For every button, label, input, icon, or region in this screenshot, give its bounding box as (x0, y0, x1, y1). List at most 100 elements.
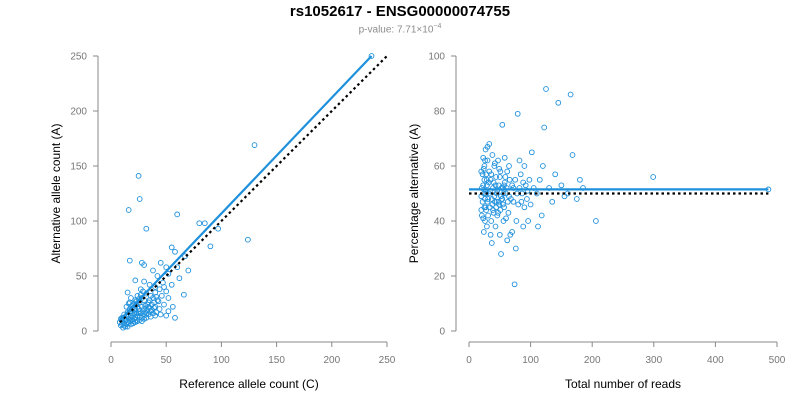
right-data-point (480, 182, 487, 189)
right-data-point (569, 152, 576, 158)
left-data-point (141, 316, 147, 322)
right-data-point (484, 143, 491, 150)
right-data-point (492, 160, 498, 167)
left-data-point (251, 142, 258, 148)
right-x-tick-label: 0 (466, 355, 472, 366)
left-data-point (172, 248, 178, 255)
left-x-tick-label: 150 (268, 355, 285, 366)
right-data-point (527, 201, 534, 208)
right-data-point (567, 91, 574, 98)
left-data-point (172, 314, 178, 321)
right-data-point (502, 174, 509, 180)
left-data-point (141, 278, 147, 285)
right-data-point (540, 163, 546, 169)
right-x-tick-label: 300 (645, 355, 662, 366)
right-data-point (509, 229, 515, 235)
right-data-point (511, 281, 518, 288)
right-data-point (525, 218, 531, 224)
left-data-point (124, 323, 131, 330)
right-data-point (499, 121, 506, 128)
left-data-point (154, 273, 161, 279)
right-data-point (487, 231, 494, 238)
right-data-point (490, 207, 496, 213)
left-data-point (207, 243, 214, 250)
left-data-point (157, 311, 164, 318)
right-data-point (526, 176, 533, 183)
right-y-tick-label: 20 (434, 272, 446, 283)
right-x-axis-title: Total number of reads (565, 377, 681, 391)
right-data-point (494, 212, 501, 219)
right-data-point (484, 223, 490, 230)
right-y-tick-label: 40 (434, 217, 446, 228)
left-x-tick-label: 200 (323, 355, 340, 366)
right-x-tick-label: 400 (707, 355, 724, 366)
right-data-point (485, 196, 491, 202)
left-data-point (181, 291, 187, 298)
p-value-exponent: −4 (433, 23, 442, 30)
left-data-point (125, 207, 132, 213)
left-data-point (168, 281, 175, 288)
left-data-point (368, 53, 375, 59)
right-data-point (518, 198, 525, 205)
right-data-point (516, 157, 523, 164)
right-data-point (493, 198, 500, 205)
left-data-point (165, 270, 172, 277)
right-data-point (481, 163, 488, 169)
right-data-point (495, 198, 502, 205)
left-y-tick-label: 50 (76, 272, 88, 283)
right-data-point (484, 182, 490, 189)
right-data-point (541, 124, 548, 131)
left-data-point (152, 312, 159, 319)
right-data-point (524, 196, 530, 202)
right-data-point (483, 190, 490, 197)
left-x-tick-label: 50 (161, 355, 173, 366)
right-data-point (538, 212, 545, 219)
left-y-tick-label: 200 (70, 107, 87, 118)
right-data-point (506, 163, 512, 169)
right-data-point (478, 207, 485, 213)
p-value-text: p-value: 7.71×10 (358, 24, 434, 36)
right-data-point (512, 245, 519, 252)
left-data-point (201, 220, 208, 227)
left-data-point (153, 294, 160, 300)
right-data-point (517, 171, 524, 178)
right-data-point (484, 157, 491, 164)
left-data-point (141, 262, 147, 268)
left-data-point (155, 298, 162, 305)
right-data-point (504, 198, 511, 205)
right-data-point (486, 141, 493, 147)
left-y-tick-label: 250 (70, 52, 87, 63)
left-data-point (176, 275, 183, 282)
right-y-tick-label: 60 (434, 162, 446, 173)
left-y-tick-label: 100 (70, 217, 87, 228)
right-data-point (497, 207, 504, 213)
left-x-axis-title: Reference allele count (C) (179, 377, 318, 391)
right-data-point (512, 176, 519, 183)
right-x-tick-label: 200 (584, 355, 601, 366)
right-data-point (650, 174, 657, 180)
right-data-point (505, 209, 512, 216)
left-data-point (163, 264, 170, 271)
right-data-point (496, 231, 503, 238)
allele-count-scatter-panel: 0 50 100 150 200 250 0 50 100 150 200 250 Reference … (49, 52, 396, 392)
right-data-point (482, 204, 489, 211)
chart-subtitle: p-value: 7.71×10−4 (0, 23, 800, 35)
left-data-point (169, 303, 176, 310)
right-data-point (485, 179, 492, 186)
left-data-point (150, 267, 156, 274)
right-data-point (520, 179, 527, 186)
left-data-point (156, 286, 163, 293)
left-data-point (161, 301, 167, 308)
right-data-point (549, 198, 556, 205)
percentage-scatter-panel: 0 100 200 300 400 500 0 20 40 60 80 100 Total number… (407, 52, 786, 392)
left-data-point (151, 305, 157, 311)
left-y-tick-label: 150 (70, 162, 87, 173)
right-data-point (515, 201, 522, 208)
right-data-point (489, 201, 496, 208)
right-data-point (499, 196, 506, 202)
right-data-point (488, 240, 495, 246)
right-data-point (593, 218, 599, 224)
left-reference-line (119, 55, 388, 323)
left-data-point (168, 244, 175, 251)
right-data-point (493, 174, 499, 180)
